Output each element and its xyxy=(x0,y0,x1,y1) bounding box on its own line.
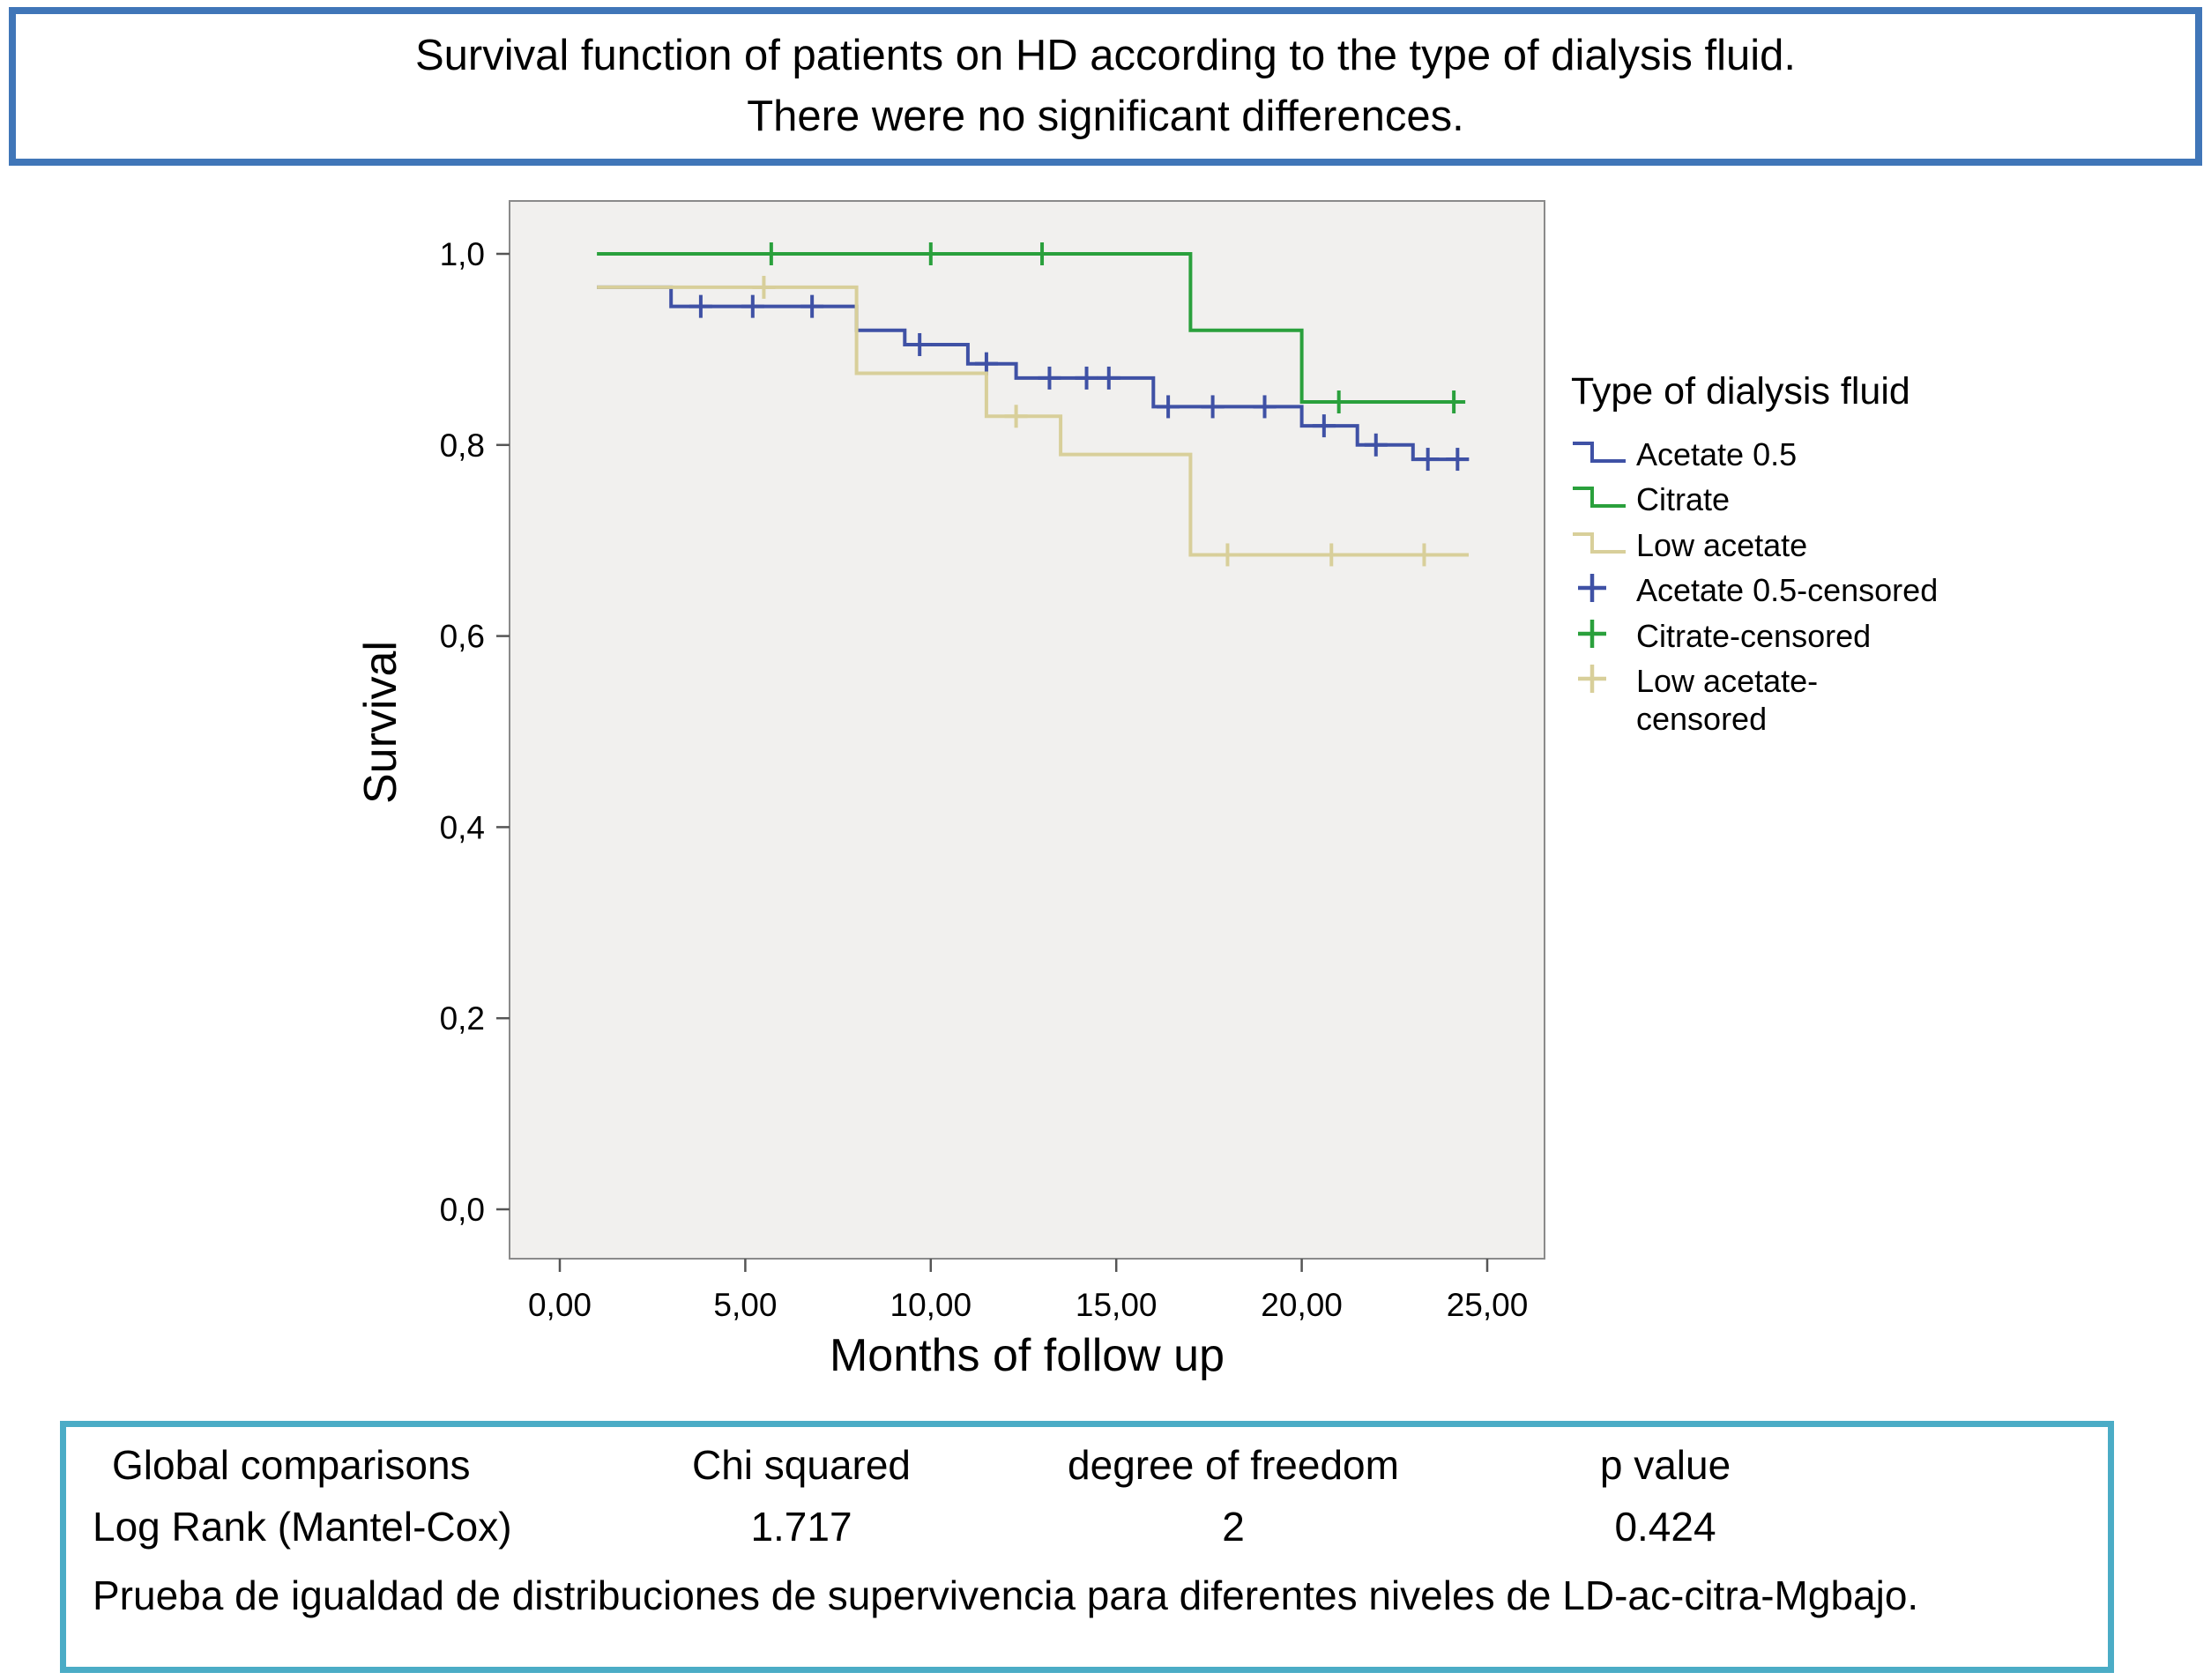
y-tick-label: 1,0 xyxy=(440,236,485,272)
legend-item-4: Citrate-censored xyxy=(1571,616,2170,655)
stats-caption: Prueba de igualdad de distribuciones de … xyxy=(93,1572,1919,1618)
legend: Type of dialysis fluid Acetate 0.5 Citrat… xyxy=(1571,370,2170,744)
stats-box: Global comparisons Chi squared degree of… xyxy=(60,1421,2114,1673)
stats-col-chi-squared: Chi squared xyxy=(691,1442,912,1488)
stats-df-value: 2 xyxy=(1222,1504,1245,1550)
legend-item-label: Low acetate- censored xyxy=(1636,663,1819,737)
figure-title-line-1: Survival function of patients on HD acco… xyxy=(414,32,1797,80)
step-line-swatch xyxy=(1573,532,1626,554)
y-tick-label: 0,0 xyxy=(440,1192,485,1228)
legend-item-1: Citrate xyxy=(1571,479,2170,518)
legend-item-label: Citrate xyxy=(1636,481,1731,518)
stats-title: Global comparisons xyxy=(112,1442,471,1488)
x-tick-label: 15,00 xyxy=(1076,1287,1158,1323)
legend-item-3: Acetate 0.5-censored xyxy=(1571,570,2170,609)
legend-item-label: Citrate-censored xyxy=(1636,617,1872,654)
y-tick-label: 0,6 xyxy=(440,619,485,655)
legend-item-5: Low acetate- censored xyxy=(1571,661,2170,738)
step-line-swatch xyxy=(1573,442,1626,463)
stats-col-degree-of-freedom: degree of freedom xyxy=(1068,1442,1399,1488)
legend-item-label: Acetate 0.5-censored xyxy=(1636,572,1939,609)
x-tick-label: 10,00 xyxy=(890,1287,972,1323)
stats-row-label: Log Rank (Mantel-Cox) xyxy=(93,1504,512,1550)
stats-p-value: 0.424 xyxy=(1614,1504,1716,1550)
legend-item-label: Low acetate xyxy=(1636,526,1808,563)
legend-item-2: Low acetate xyxy=(1571,525,2170,564)
x-axis-title: Months of follow up xyxy=(829,1330,1225,1381)
x-tick-label: 25,00 xyxy=(1447,1287,1529,1323)
plot-background xyxy=(509,200,1545,1260)
x-tick-label: 20,00 xyxy=(1261,1287,1343,1323)
y-tick-label: 0,8 xyxy=(440,427,485,464)
plus-mark-swatch xyxy=(1578,619,1606,648)
figure-title-line-2: There were no significant differences. xyxy=(747,93,1464,140)
step-line-swatch xyxy=(1573,487,1626,509)
y-tick-label: 0,2 xyxy=(440,1000,485,1037)
legend-item-0: Acetate 0.5 xyxy=(1571,435,2170,473)
plus-mark-swatch xyxy=(1578,574,1606,603)
stats-grid: Global comparisons Chi squared degree of… xyxy=(87,1441,2087,1550)
survival-plot: 0,0 0,2 0,4 0,6 0,8 1,0 0,00 5,00 10,00 15,00 20,0… xyxy=(440,200,1545,1323)
legend-title: Type of dialysis fluid xyxy=(1571,370,1910,413)
x-tick-label: 5,00 xyxy=(713,1287,777,1323)
legend-items: Acetate 0.5 Citrate Low acetate Acetate 0.5… xyxy=(1571,435,2170,738)
plus-mark-swatch xyxy=(1578,665,1606,694)
figure-title-box: Survival function of patients on HD acco… xyxy=(9,7,2202,166)
legend-item-label: Acetate 0.5 xyxy=(1636,436,1798,472)
y-tick-label: 0,4 xyxy=(440,809,485,845)
stats-chi-squared-value: 1.717 xyxy=(750,1504,852,1550)
stats-col-p-value: p value xyxy=(1599,1442,1731,1488)
x-tick-label: 0,00 xyxy=(528,1287,592,1323)
